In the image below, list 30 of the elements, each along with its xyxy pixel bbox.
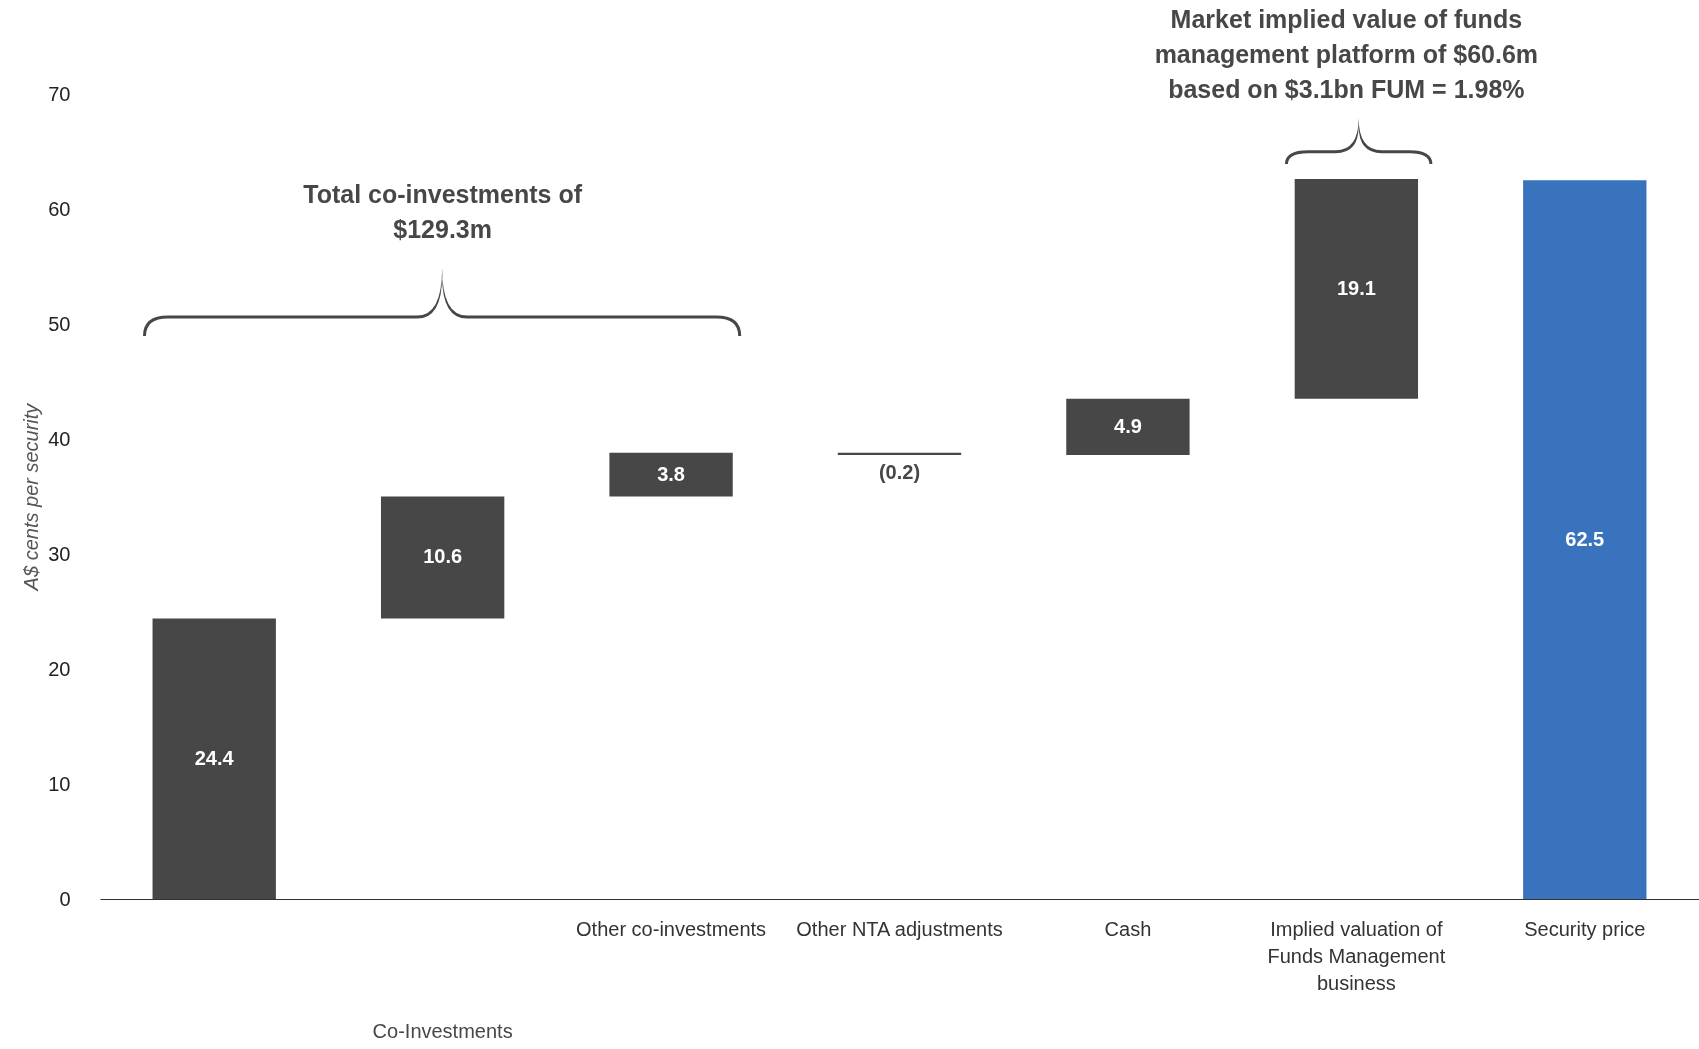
- annotation: Total co-investments of $129.3m: [302, 179, 583, 245]
- bar: [152, 618, 276, 899]
- x-tick-label: Cash: [1104, 917, 1152, 940]
- x-tick-label: Other co-investments: [576, 917, 767, 940]
- x-tick-label: Security price: [1524, 917, 1646, 940]
- x-tick-label: Other NTA adjustments: [796, 917, 1003, 940]
- annotation: Market implied value of funds management platform of $60.6m based on $3.1bn FUM = 1.98%: [1153, 4, 1540, 105]
- y-tick-label: 0: [59, 887, 71, 910]
- y-axis-title: A$ cents per security: [20, 402, 43, 592]
- data-label: 62.5: [1565, 527, 1605, 550]
- y-tick-label: 10: [48, 772, 71, 795]
- bar: [1294, 179, 1419, 399]
- data-label: 4.9: [1114, 414, 1142, 437]
- data-label: 19.1: [1336, 276, 1376, 299]
- bar: [1523, 180, 1647, 899]
- bar: [380, 496, 505, 619]
- x-tick-label: Implied valuation of Funds Management business: [1267, 917, 1446, 994]
- text: Co-Investments: [371, 1020, 514, 1043]
- data-label: 3.8: [657, 462, 685, 485]
- data-label: 10.6: [423, 545, 463, 568]
- data-label: 24.4: [194, 746, 235, 769]
- y-tick-label: 40: [48, 427, 71, 450]
- y-tick-label: 60: [48, 197, 71, 220]
- y-tick-label: 70: [48, 82, 71, 105]
- y-tick-label: 20: [48, 657, 71, 680]
- y-tick-label: 50: [48, 312, 71, 335]
- bar: [1066, 398, 1190, 456]
- bar: [609, 452, 733, 497]
- y-tick-label: 30: [48, 542, 71, 565]
- data-label: (0.2): [878, 461, 921, 484]
